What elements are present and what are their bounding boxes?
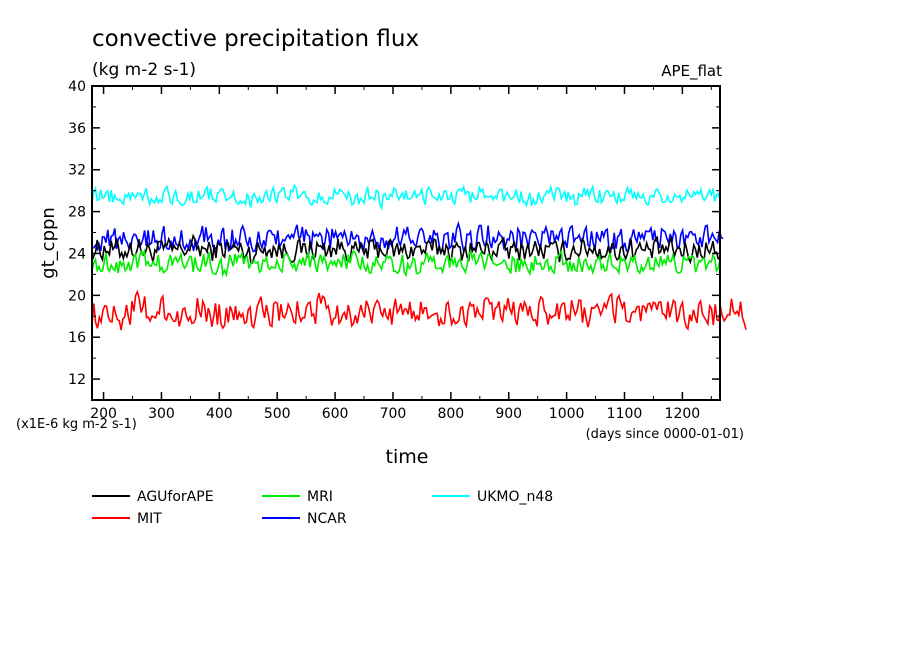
x-axis-label: time xyxy=(386,446,429,468)
series-line-UKMO_n48 xyxy=(91,183,721,212)
x-tick-label-0: 200 xyxy=(90,406,117,422)
x-tick-label-2: 400 xyxy=(206,406,233,422)
plot-frame xyxy=(91,85,721,401)
x-tick-label-5: 700 xyxy=(380,406,407,422)
x-tick-label-10: 1200 xyxy=(665,406,701,422)
y-tick-label-1: 16 xyxy=(68,330,86,346)
chart-subtitle: (kg m-2 s-1) xyxy=(92,60,196,80)
y-tick-label-2: 20 xyxy=(68,288,86,304)
series-layer xyxy=(91,183,747,331)
x-axis: 200 300 400 500 600 700 800 900 1000 1100 1200 xyxy=(90,86,712,422)
experiment-label: APE_flat xyxy=(661,62,722,81)
x-tick-label-1: 300 xyxy=(148,406,175,422)
x-tick-label-6: 800 xyxy=(437,406,464,422)
x-tick-label-3: 500 xyxy=(264,406,291,422)
x-tick-label-4: 600 xyxy=(322,406,349,422)
y-tick-label-3: 24 xyxy=(68,246,86,262)
y-tick-label-4: 28 xyxy=(68,205,86,221)
x-tick-label-7: 900 xyxy=(495,406,522,422)
legend: AGUforAPE MIT MRI NCAR UKMO_n48 xyxy=(92,489,553,527)
x-tick-label-9: 1100 xyxy=(607,406,643,422)
legend-label-MRI: MRI xyxy=(307,489,333,505)
series-line-MIT xyxy=(91,289,747,331)
chart-title: convective precipitation flux xyxy=(92,26,419,52)
y-tick-label-6: 36 xyxy=(68,121,86,137)
y-tick-label-0: 12 xyxy=(68,372,86,388)
y-tick-label-5: 32 xyxy=(68,163,86,179)
legend-label-UKMO_n48: UKMO_n48 xyxy=(477,489,553,505)
series-line-AGUforAPE xyxy=(91,233,721,265)
legend-label-AGUforAPE: AGUforAPE xyxy=(137,489,214,505)
y-axis-label: gt_cppn xyxy=(38,207,59,279)
legend-label-MIT: MIT xyxy=(137,511,162,527)
series-line-MRI xyxy=(91,248,721,278)
legend-label-NCAR: NCAR xyxy=(307,511,347,527)
x-tick-label-8: 1000 xyxy=(549,406,585,422)
series-line-NCAR xyxy=(91,220,724,254)
x-unit-label: (days since 0000-01-01) xyxy=(586,427,744,442)
y-tick-label-7: 40 xyxy=(68,79,86,95)
y-unit-label: (x1E-6 kg m-2 s-1) xyxy=(16,417,137,432)
y-axis: 12 16 20 24 28 32 36 40 xyxy=(68,79,720,401)
